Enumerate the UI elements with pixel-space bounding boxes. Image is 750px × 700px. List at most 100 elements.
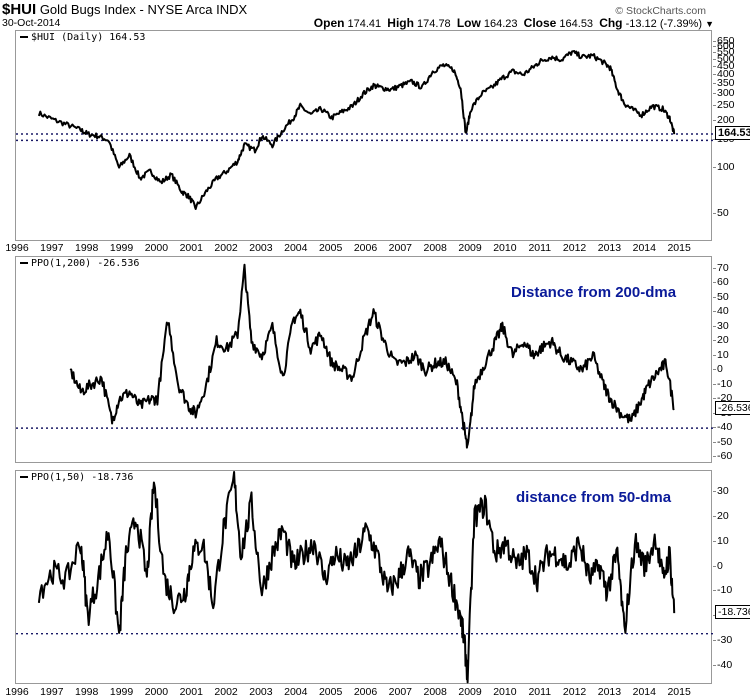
y-tick-label: 100 [713, 160, 735, 173]
x-tick-label: 2015 [667, 242, 691, 254]
chart-date: 30-Oct-2014 [2, 17, 61, 29]
x-tick-label: 2009 [458, 242, 482, 254]
legend-text: $HUI (Daily) 164.53 [31, 32, 146, 43]
low-label: Low [456, 16, 481, 30]
ppo50-panel: PPO(1,50) -18.736 distance from 50-dma [15, 470, 713, 684]
y-tick-label: 650 [713, 35, 735, 48]
last-value-tag: -18.736 [715, 605, 750, 620]
x-tick-label: 2004 [284, 686, 308, 698]
y-tick-label: 0 [713, 559, 723, 572]
y-tick-label: -40 [712, 659, 733, 672]
dropdown-arrow-icon[interactable]: ▼ [705, 19, 714, 29]
x-tick-label: 1998 [75, 686, 99, 698]
y-tick-label: 450 [713, 59, 735, 72]
x-tick-label: 2013 [597, 686, 622, 698]
price-stats: Open 174.41 High 174.78 Low 164.23 Close… [314, 16, 714, 30]
ppo200-panel: PPO(1,200) -26.536 Distance from 200-dma [15, 256, 713, 463]
y-tick-label: 20 [713, 509, 729, 522]
legend-text: PPO(1,200) -26.536 [31, 258, 140, 269]
x-tick-label: 1997 [40, 686, 64, 698]
series-line [37, 471, 676, 684]
x-tick-label: 2006 [353, 242, 378, 254]
y-tick-label: 30 [713, 319, 729, 332]
x-tick-label: 2011 [528, 242, 552, 254]
ppo200-line-plot [16, 263, 713, 449]
x-tick-label: 2010 [493, 686, 517, 698]
chg-label: Chg [599, 16, 623, 30]
y-tick-label: 350 [713, 76, 735, 89]
series-line [69, 263, 675, 449]
y-tick-label: 10 [713, 348, 729, 361]
y-tick-label: 400 [713, 67, 735, 80]
x-tick-label: 2008 [423, 686, 447, 698]
ppo50-legend: PPO(1,50) -18.736 [20, 472, 133, 483]
y-tick-label: -10 [712, 584, 733, 597]
x-tick-label: 2005 [318, 686, 343, 698]
y-tick-label: 50 [713, 207, 729, 220]
low-value: 164.23 [483, 18, 518, 30]
chart-title: $HUI Gold Bugs Index - NYSE Arca INDX [2, 1, 247, 18]
price-legend: $HUI (Daily) 164.53 [20, 32, 145, 43]
x-tick-label: 2010 [493, 242, 517, 254]
x-tick-label: 1996 [5, 242, 29, 254]
x-tick-label: 1999 [109, 242, 134, 254]
price-panel: $HUI (Daily) 164.53 [15, 30, 713, 241]
x-tick-label: 2000 [144, 242, 169, 254]
x-tick-label: 1996 [5, 686, 29, 698]
last-value-tag: 164.53 [715, 126, 750, 141]
x-tick-label: 2008 [423, 242, 447, 254]
x-tick-label: 2003 [249, 686, 273, 698]
y-tick-label: 550 [713, 46, 735, 59]
y-tick-label: 10 [713, 534, 729, 547]
x-tick-label: 2002 [214, 686, 238, 698]
x-tick-label: 2012 [562, 686, 587, 698]
x-tick-label: 2013 [597, 242, 622, 254]
y-tick-label: 250 [713, 99, 735, 112]
y-tick-label: -50 [712, 435, 733, 448]
legend-text: PPO(1,50) -18.736 [31, 472, 134, 483]
y-tick-label: 50 [713, 290, 729, 303]
last-value-tag: -26.536 [715, 400, 750, 415]
y-tick-label: 200 [713, 114, 735, 127]
x-tick-label: 1997 [40, 242, 64, 254]
high-label: High [387, 16, 414, 30]
x-tick-label: 2007 [388, 242, 413, 254]
y-tick-label: 600 [713, 40, 735, 53]
x-tick-label: 2015 [667, 686, 691, 698]
x-tick-label: 2005 [318, 242, 343, 254]
x-tick-label: 2007 [388, 686, 413, 698]
legend-line-icon [20, 36, 28, 38]
x-tick-label: 2002 [214, 242, 238, 254]
x-tick-label: 1999 [109, 686, 134, 698]
index-name: Gold Bugs Index - NYSE Arca INDX [39, 2, 248, 17]
open-value: 174.41 [347, 18, 382, 30]
copyright: © StockCharts.com [615, 5, 706, 17]
close-value: 164.53 [559, 18, 594, 30]
x-tick-label: 2009 [458, 686, 482, 698]
bottom-x-axis: 1996 1997 1998 1999 2000 2001 2002 2003 2004 2005… [0, 686, 750, 700]
price-line-plot [16, 50, 713, 210]
x-tick-label: 2004 [284, 242, 308, 254]
y-tick-label: 300 [713, 86, 735, 99]
y-tick-label: -30 [712, 634, 733, 647]
y-tick-label: -60 [712, 450, 733, 463]
y-tick-label: -10 [712, 377, 733, 390]
price-x-axis: 1996 1997 1998 1999 2000 2001 2002 2003 2004 2005… [0, 242, 750, 256]
x-tick-label: 2014 [632, 242, 656, 254]
y-tick-label: 60 [713, 276, 729, 289]
x-tick-label: 1998 [75, 242, 99, 254]
x-tick-label: 2014 [632, 686, 656, 698]
close-label: Close [523, 16, 557, 30]
y-tick-label: 0 [713, 363, 723, 376]
legend-line-icon [20, 262, 28, 264]
x-tick-label: 2012 [562, 242, 587, 254]
ppo200-annotation: Distance from 200-dma [511, 284, 677, 301]
x-tick-label: 2001 [179, 686, 203, 698]
x-tick-label: 2006 [353, 686, 378, 698]
x-tick-label: 2011 [528, 686, 552, 698]
y-tick-label: 30 [713, 484, 729, 497]
x-tick-label: 2000 [144, 686, 169, 698]
y-tick-label: 40 [713, 305, 729, 318]
series-line [37, 50, 676, 210]
ppo50-line-plot [16, 471, 713, 684]
